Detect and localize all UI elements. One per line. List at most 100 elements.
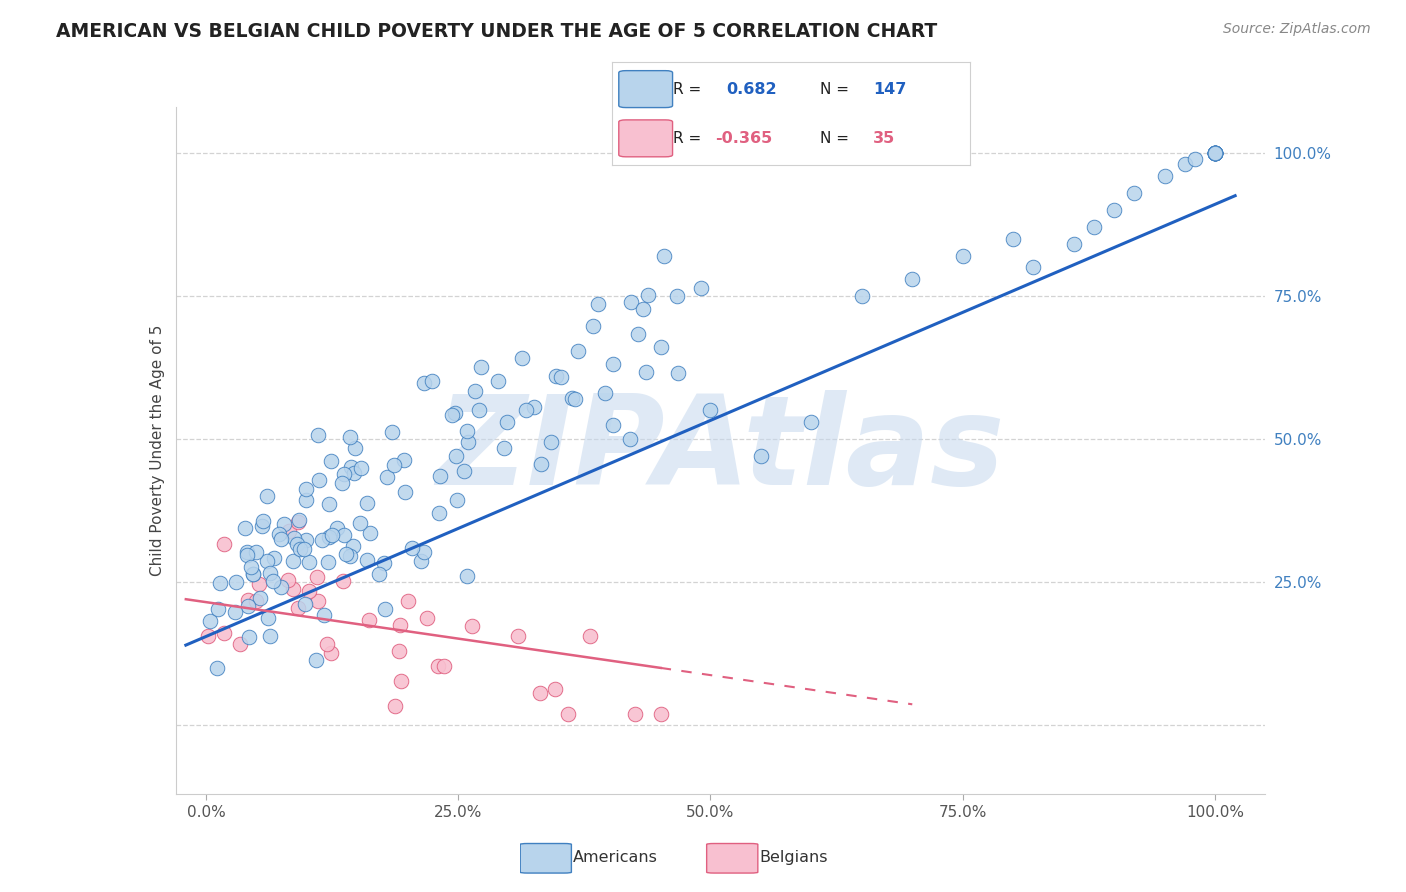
Point <box>357 613 380 627</box>
Point <box>343 466 366 480</box>
Point <box>394 485 416 500</box>
Text: AMERICAN VS BELGIAN CHILD POVERTY UNDER THE AGE OF 5 CORRELATION CHART: AMERICAN VS BELGIAN CHILD POVERTY UNDER … <box>56 22 938 41</box>
Point <box>561 391 583 405</box>
Point <box>339 549 361 564</box>
Point <box>1204 145 1226 160</box>
Text: 147: 147 <box>873 81 907 96</box>
Point <box>1204 145 1226 160</box>
Point <box>506 629 529 643</box>
Text: ZIPAtlas: ZIPAtlas <box>436 390 1005 511</box>
Point <box>851 289 873 303</box>
Point <box>281 582 304 596</box>
Point <box>1204 145 1226 160</box>
Y-axis label: Child Poverty Under the Age of 5: Child Poverty Under the Age of 5 <box>149 325 165 576</box>
Point <box>444 406 467 420</box>
Point <box>267 526 290 541</box>
Point <box>340 459 363 474</box>
Text: R =: R = <box>672 131 700 146</box>
Point <box>240 559 263 574</box>
Point <box>225 574 247 589</box>
Point <box>523 401 546 415</box>
Point <box>295 492 318 507</box>
Point <box>557 706 579 721</box>
Point <box>1102 203 1125 218</box>
FancyBboxPatch shape <box>520 844 571 873</box>
Point <box>316 637 339 651</box>
Text: -0.365: -0.365 <box>716 131 773 146</box>
Point <box>321 528 343 542</box>
Text: 35: 35 <box>873 131 896 146</box>
Text: Americans: Americans <box>574 850 658 864</box>
Point <box>278 524 301 538</box>
Point <box>1204 145 1226 160</box>
Point <box>273 516 295 531</box>
Point <box>256 553 278 567</box>
Point <box>214 537 236 551</box>
Point <box>1022 260 1045 275</box>
Point <box>288 513 311 527</box>
Point <box>800 415 823 429</box>
Point <box>456 569 478 583</box>
Point <box>236 593 259 607</box>
Point <box>749 449 772 463</box>
Text: R =: R = <box>672 81 700 96</box>
Point <box>252 514 274 528</box>
Point <box>326 521 349 535</box>
Point <box>1184 152 1206 166</box>
FancyBboxPatch shape <box>619 120 672 157</box>
Point <box>652 249 675 263</box>
Point <box>288 541 311 556</box>
Point <box>294 483 316 497</box>
Point <box>359 525 381 540</box>
Point <box>368 566 391 581</box>
Point <box>374 602 396 616</box>
Point <box>350 461 373 475</box>
Point <box>1123 186 1146 200</box>
Point <box>200 614 222 628</box>
Point <box>249 591 271 605</box>
Point <box>388 644 411 658</box>
Point <box>699 403 721 417</box>
Point <box>292 542 315 557</box>
Point <box>650 706 672 721</box>
Point <box>689 281 711 295</box>
Point <box>283 531 305 545</box>
Point <box>349 516 371 530</box>
Point <box>332 475 354 490</box>
Point <box>197 629 219 643</box>
Point <box>457 434 479 449</box>
Point <box>901 271 924 285</box>
Point <box>666 289 689 303</box>
Text: 0.682: 0.682 <box>727 81 778 96</box>
Point <box>496 415 519 429</box>
Point <box>294 597 316 611</box>
Point <box>470 359 492 374</box>
Point <box>650 340 672 354</box>
Point <box>382 458 405 472</box>
Point <box>335 548 357 562</box>
Point <box>307 594 329 608</box>
Point <box>634 366 657 380</box>
Point <box>619 294 641 309</box>
Point <box>416 611 439 625</box>
Point <box>319 454 342 468</box>
Point <box>311 533 333 547</box>
Point <box>205 661 228 675</box>
Point <box>564 392 586 406</box>
Point <box>298 584 321 599</box>
Point <box>623 706 645 721</box>
Point <box>339 430 361 444</box>
Point <box>429 506 451 520</box>
Point <box>224 605 246 619</box>
Point <box>1204 145 1226 160</box>
Point <box>332 574 354 589</box>
Point <box>242 566 264 581</box>
Point <box>242 566 264 581</box>
Point <box>281 554 304 568</box>
Point <box>249 577 271 591</box>
Point <box>236 549 259 563</box>
Point <box>262 574 284 588</box>
Point <box>384 699 406 714</box>
Point <box>593 386 616 401</box>
Point <box>413 376 436 391</box>
